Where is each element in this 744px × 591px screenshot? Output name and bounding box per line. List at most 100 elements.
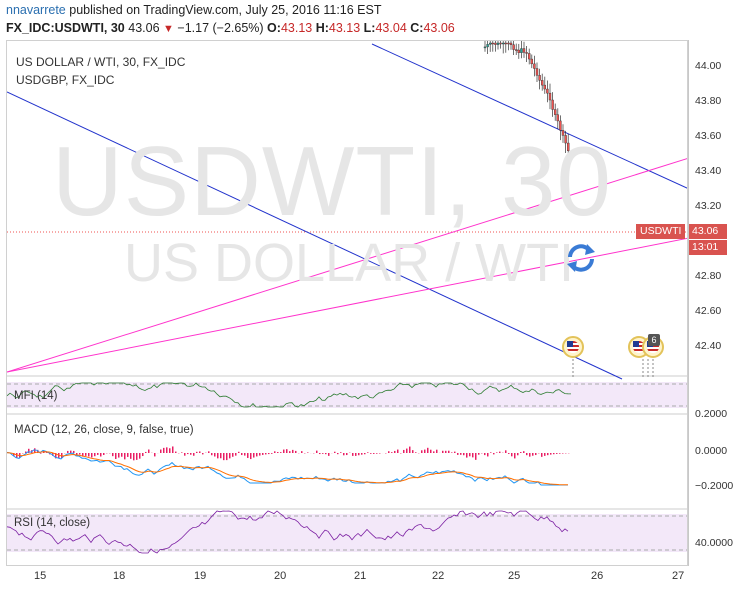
macd-histogram-bar bbox=[517, 453, 519, 456]
macd-histogram-bar bbox=[112, 453, 114, 457]
time-axis[interactable]: 15 18 19 20 21 22 25 26 27 bbox=[6, 566, 688, 591]
price-tick: 43.40 bbox=[695, 165, 722, 177]
high-value: 43.13 bbox=[328, 21, 361, 35]
macd-histogram-bar bbox=[442, 450, 444, 453]
macd-histogram-bar bbox=[292, 449, 294, 453]
macd-histogram-bar bbox=[103, 453, 105, 455]
macd-histogram-bar bbox=[268, 453, 270, 455]
macd-histogram-bar bbox=[166, 447, 168, 453]
trendline-blue bbox=[371, 43, 687, 189]
time-tick: 20 bbox=[274, 570, 287, 582]
ohlc-line: FX_IDC:USDWTI, 30 43.06 ▼ −1.17 (−2.65%)… bbox=[6, 21, 455, 35]
time-tick: 19 bbox=[194, 570, 207, 582]
candle-body bbox=[530, 58, 533, 65]
macd-histogram-bar bbox=[160, 449, 162, 453]
macd-histogram-bar bbox=[301, 451, 303, 453]
macd-histogram-bar bbox=[286, 449, 288, 453]
trendline-magenta bbox=[7, 158, 687, 373]
macd-histogram-bar bbox=[373, 453, 375, 454]
macd-histogram-bar bbox=[223, 453, 225, 461]
macd-histogram-bar bbox=[25, 451, 27, 453]
macd-histogram-bar bbox=[319, 453, 321, 455]
published-text: published on TradingView.com, July 25, 2… bbox=[65, 3, 382, 17]
macd-histogram-bar bbox=[253, 453, 255, 458]
macd-histogram-bar bbox=[343, 453, 345, 456]
macd-histogram-bar bbox=[484, 453, 486, 456]
candle-body bbox=[535, 68, 539, 76]
price-tick: 42.80 bbox=[695, 270, 722, 282]
macd-histogram-bar bbox=[361, 453, 363, 455]
macd-histogram-bar bbox=[547, 453, 549, 456]
macd-histogram-bar bbox=[181, 452, 183, 453]
rsi-pane-label[interactable]: RSI (14, close) bbox=[14, 517, 91, 529]
macd-histogram-bar bbox=[295, 450, 297, 453]
macd-histogram-bar bbox=[115, 453, 117, 459]
macd-histogram-bar bbox=[196, 451, 198, 453]
macd-histogram-bar bbox=[364, 453, 366, 455]
chart-header: nnavarrete published on TradingView.com,… bbox=[0, 0, 744, 40]
macd-histogram-bar bbox=[121, 453, 123, 457]
macd-histogram-bar bbox=[556, 453, 558, 454]
macd-histogram-bar bbox=[388, 451, 390, 453]
macd-histogram-bar bbox=[397, 449, 399, 453]
price-tick: 42.40 bbox=[695, 340, 722, 352]
chart-canvas[interactable] bbox=[7, 41, 688, 566]
symbol-interval: FX_IDC:USDWTI, 30 bbox=[6, 21, 125, 35]
macd-histogram-bar bbox=[34, 448, 36, 453]
macd-pane-label[interactable]: MACD (12, 26, close, 9, false, true) bbox=[14, 424, 194, 436]
macd-histogram-bar bbox=[184, 453, 186, 456]
macd-histogram-bar bbox=[493, 453, 495, 455]
candle-body bbox=[502, 42, 505, 45]
refresh-icon[interactable] bbox=[563, 240, 599, 276]
candle-body bbox=[554, 109, 557, 115]
candle-body bbox=[551, 99, 554, 110]
macd-histogram-bar bbox=[235, 453, 237, 456]
macd-histogram-bar bbox=[226, 453, 228, 461]
candle-body bbox=[522, 48, 526, 53]
macd-histogram-bar bbox=[415, 452, 417, 453]
macd-histogram-bar bbox=[454, 451, 456, 453]
macd-histogram-bar bbox=[544, 453, 546, 456]
macd-histogram-bar bbox=[85, 453, 87, 456]
rsi-tick: 40.0000 bbox=[695, 537, 733, 549]
macd-histogram-bar bbox=[100, 453, 102, 457]
macd-histogram-bar bbox=[145, 451, 147, 453]
chart-area[interactable] bbox=[6, 40, 688, 566]
macd-histogram-bar bbox=[532, 453, 534, 456]
macd-histogram-bar bbox=[328, 453, 330, 456]
mfi-pane-label[interactable]: MFI (14) bbox=[14, 390, 58, 402]
macd-histogram-bar bbox=[148, 449, 150, 453]
macd-histogram-bar bbox=[265, 453, 267, 455]
macd-histogram-bar bbox=[70, 450, 72, 453]
macd-histogram-bar bbox=[202, 453, 204, 455]
rsi-line bbox=[7, 510, 569, 554]
price-tick: 43.20 bbox=[695, 200, 722, 212]
author-link[interactable]: nnavarrete bbox=[6, 3, 66, 17]
rsi-pane-background bbox=[7, 514, 687, 552]
macd-histogram-bar bbox=[562, 453, 564, 454]
macd-histogram-bar bbox=[271, 453, 273, 454]
compare-series-legend[interactable]: USDGBP, FX_IDC bbox=[16, 73, 115, 87]
macd-histogram-bar bbox=[316, 450, 318, 453]
candle-body bbox=[567, 142, 570, 151]
candle-body bbox=[548, 92, 552, 101]
macd-histogram-bar bbox=[289, 451, 291, 453]
open-label: O: bbox=[267, 21, 281, 35]
main-series-legend[interactable]: US DOLLAR / WTI, 30, FX_IDC bbox=[16, 55, 186, 69]
price-tick: 43.80 bbox=[695, 95, 722, 107]
macd-histogram-bar bbox=[355, 453, 357, 456]
macd-histogram-bar bbox=[172, 446, 174, 453]
macd-histogram-bar bbox=[553, 453, 555, 455]
macd-histogram-bar bbox=[460, 453, 462, 455]
candle-body bbox=[525, 52, 528, 54]
macd-histogram-bar bbox=[499, 451, 501, 453]
price-axis[interactable]: 44.00 43.80 43.60 43.40 43.20 42.80 42.6… bbox=[688, 40, 744, 566]
us-flag-event-icon[interactable] bbox=[562, 336, 584, 358]
macd-histogram-bar bbox=[487, 453, 489, 457]
macd-histogram-bar bbox=[28, 448, 30, 453]
low-value: 43.04 bbox=[375, 21, 407, 35]
macd-histogram-bar bbox=[514, 453, 516, 459]
trendline-magenta bbox=[7, 237, 687, 373]
open-value: 43.13 bbox=[280, 21, 313, 35]
candle-body bbox=[507, 42, 510, 45]
